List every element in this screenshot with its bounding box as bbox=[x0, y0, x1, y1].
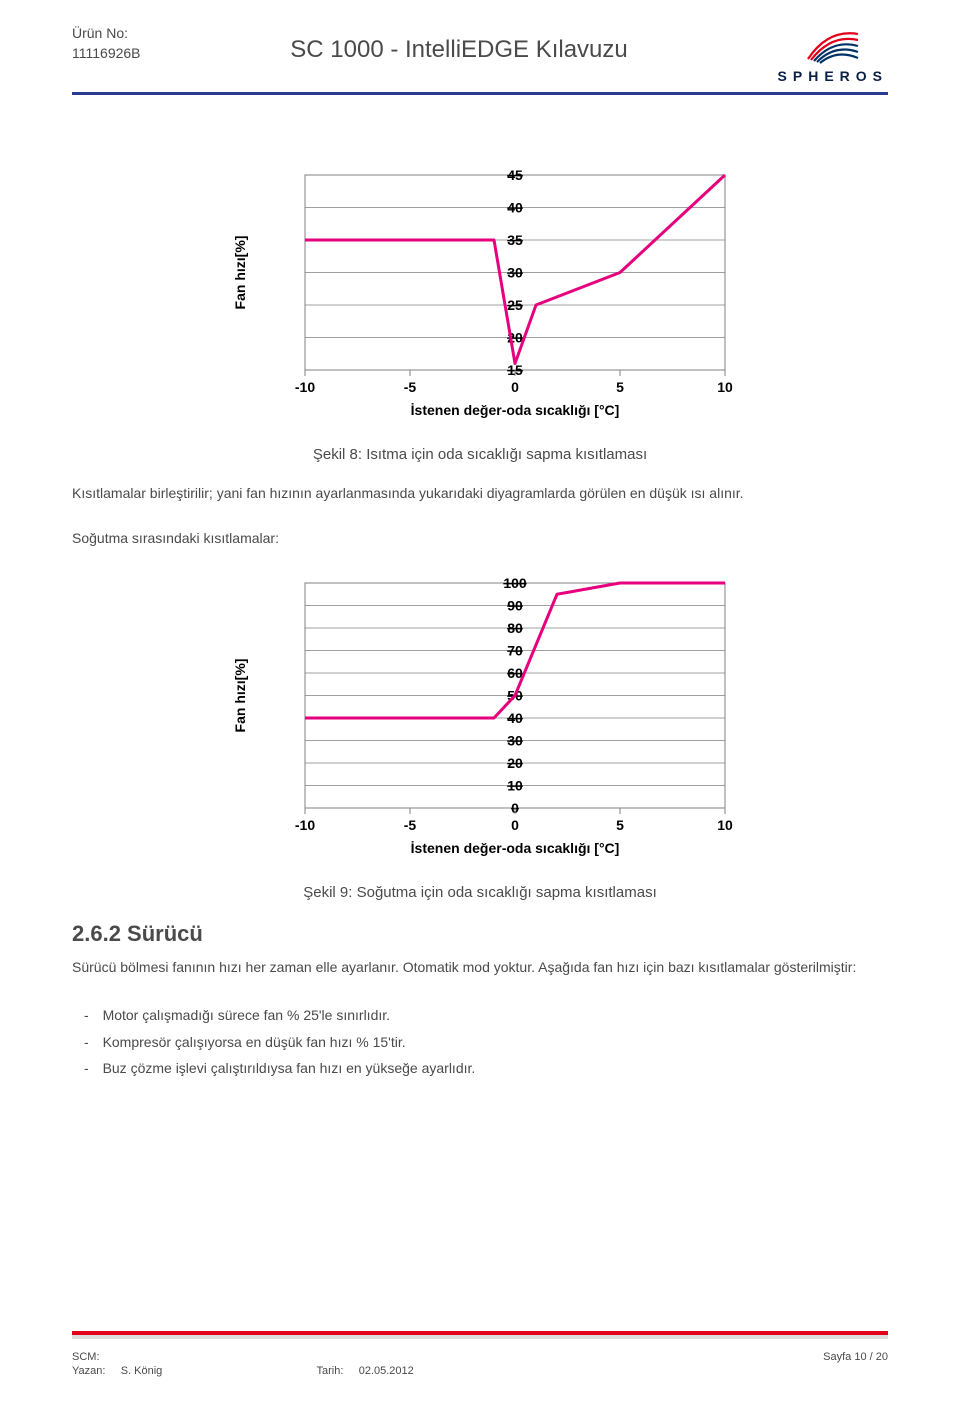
figure-9-caption: Şekil 9: Soğutma için oda sıcaklığı sapm… bbox=[72, 884, 888, 901]
figure-8-caption: Şekil 8: Isıtma için oda sıcaklığı sapma… bbox=[72, 446, 888, 463]
svg-text:0: 0 bbox=[511, 379, 519, 395]
page-number: Sayfa 10 / 20 bbox=[823, 1351, 888, 1363]
brand-logo-block: SPHEROS bbox=[778, 24, 888, 84]
svg-text:90: 90 bbox=[507, 598, 523, 614]
page-footer: SCM: Sayfa 10 / 20 Yazan: S. König Tarih… bbox=[72, 1331, 888, 1377]
svg-text:-10: -10 bbox=[295, 817, 315, 833]
doc-title: SC 1000 - IntelliEDGE Kılavuzu bbox=[141, 24, 778, 64]
footer-rule bbox=[72, 1331, 888, 1341]
list-item: Kompresör çalışıyorsa en düşük fan hızı … bbox=[104, 1029, 888, 1056]
svg-text:-5: -5 bbox=[404, 379, 417, 395]
product-label: Ürün No: bbox=[72, 24, 141, 44]
section-heading-driver: 2.6.2 Sürücü bbox=[72, 921, 888, 947]
constraint-list: Motor çalışmadığı sürece fan % 25'le sın… bbox=[72, 1002, 888, 1082]
product-number: 11116926B bbox=[72, 44, 141, 64]
svg-text:0: 0 bbox=[511, 817, 519, 833]
spheros-logo-icon bbox=[803, 24, 863, 64]
svg-text:Fan hızı[%]: Fan hızı[%] bbox=[232, 236, 248, 310]
heating-chart: 15202530354045-10-50510İstenen değer-oda… bbox=[215, 165, 745, 430]
svg-text:30: 30 bbox=[507, 733, 523, 749]
svg-text:30: 30 bbox=[507, 265, 523, 281]
svg-text:Fan hızı[%]: Fan hızı[%] bbox=[232, 659, 248, 733]
author-block: Yazan: S. König bbox=[72, 1365, 162, 1377]
list-item: Buz çözme işlevi çalıştırıldıysa fan hız… bbox=[104, 1055, 888, 1082]
svg-text:10: 10 bbox=[717, 817, 733, 833]
svg-text:10: 10 bbox=[507, 778, 523, 794]
svg-text:20: 20 bbox=[507, 755, 523, 771]
svg-text:35: 35 bbox=[507, 232, 523, 248]
svg-text:70: 70 bbox=[507, 643, 523, 659]
product-id-block: Ürün No: 11116926B bbox=[72, 24, 141, 63]
list-item: Motor çalışmadığı sürece fan % 25'le sın… bbox=[104, 1002, 888, 1029]
svg-text:25: 25 bbox=[507, 297, 523, 313]
page-header: Ürün No: 11116926B SC 1000 - IntelliEDGE… bbox=[72, 0, 888, 84]
paragraph-cooling-intro: Soğutma sırasındaki kısıtlamalar: bbox=[72, 528, 888, 549]
paragraph-driver: Sürücü bölmesi fanının hızı her zaman el… bbox=[72, 957, 888, 978]
svg-text:100: 100 bbox=[503, 575, 527, 591]
brand-name: SPHEROS bbox=[778, 68, 888, 84]
scm-label: SCM: bbox=[72, 1351, 100, 1363]
svg-text:10: 10 bbox=[717, 379, 733, 395]
svg-text:İstenen değer-oda sıcaklığı [°: İstenen değer-oda sıcaklığı [°C] bbox=[411, 840, 620, 856]
svg-text:5: 5 bbox=[616, 817, 624, 833]
svg-text:5: 5 bbox=[616, 379, 624, 395]
date-block: Tarih: 02.05.2012 bbox=[317, 1365, 414, 1377]
svg-text:40: 40 bbox=[507, 200, 523, 216]
svg-text:80: 80 bbox=[507, 620, 523, 636]
cooling-chart: 0102030405060708090100-10-50510İstenen d… bbox=[215, 573, 745, 868]
svg-text:-5: -5 bbox=[404, 817, 417, 833]
svg-text:İstenen değer-oda sıcaklığı [°: İstenen değer-oda sıcaklığı [°C] bbox=[411, 402, 620, 418]
svg-text:-10: -10 bbox=[295, 379, 315, 395]
paragraph-merge: Kısıtlamalar birleştirilir; yani fan hız… bbox=[72, 483, 888, 504]
svg-text:40: 40 bbox=[507, 710, 523, 726]
svg-text:45: 45 bbox=[507, 167, 523, 183]
